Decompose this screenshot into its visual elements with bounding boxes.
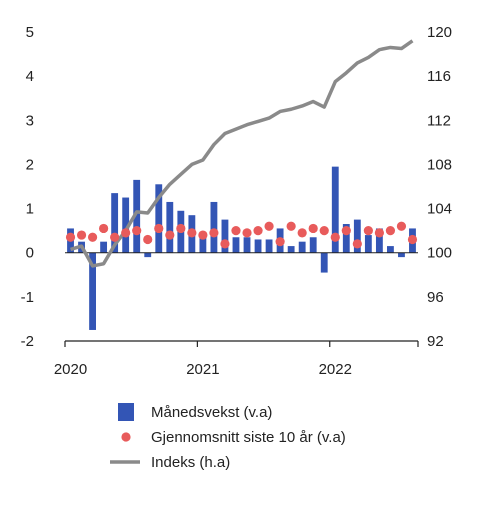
bar	[375, 228, 383, 253]
legend-label: Månedsvekst (v.a)	[151, 404, 272, 421]
x-ticks: 2020 2021 2022	[54, 341, 419, 378]
legend-swatch-bar	[118, 403, 134, 421]
right-tick-label: 120	[427, 24, 452, 41]
dot	[143, 234, 153, 245]
dot	[297, 228, 307, 238]
bar	[254, 239, 262, 253]
bar	[353, 219, 361, 253]
dot	[385, 226, 396, 236]
left-tick-label: 5	[26, 24, 34, 41]
bar	[199, 237, 207, 253]
bar	[331, 166, 339, 253]
dot	[286, 221, 296, 231]
legend: Månedsvekst (v.a) Gjennomsnitt siste 10 å…	[110, 403, 346, 471]
dot	[352, 239, 362, 249]
right-tick-label: 108	[427, 156, 452, 173]
right-axis-ticks: 92 96 100 104 108 112 116 120	[427, 24, 452, 350]
dot	[253, 226, 263, 236]
bar	[221, 219, 229, 253]
dot	[396, 221, 407, 231]
bar	[265, 239, 273, 253]
dot	[165, 230, 175, 240]
bar	[144, 252, 152, 258]
left-tick-label: 2	[26, 156, 34, 173]
left-tick-label: -1	[21, 289, 34, 306]
bar	[155, 184, 163, 253]
dot	[407, 234, 418, 245]
bar	[342, 224, 350, 253]
right-tick-label: 112	[427, 112, 451, 129]
dot	[154, 223, 164, 234]
bar	[309, 237, 317, 253]
bar	[111, 193, 119, 253]
bar	[122, 197, 130, 253]
dot	[341, 226, 351, 236]
dot	[110, 232, 120, 242]
dot	[231, 226, 241, 236]
right-tick-label: 96	[427, 289, 444, 306]
dot	[363, 226, 373, 236]
right-tick-label: 104	[427, 201, 452, 218]
bar	[298, 241, 306, 253]
bar	[398, 252, 405, 258]
left-tick-label: -2	[21, 333, 34, 350]
bar	[320, 252, 328, 273]
dot	[264, 221, 274, 231]
dot	[187, 228, 197, 238]
right-tick-label: 100	[427, 245, 452, 262]
left-tick-label: 4	[26, 68, 34, 85]
x-tick-label: 2022	[319, 361, 352, 378]
legend-label: Gjennomsnitt siste 10 år (v.a)	[151, 429, 346, 446]
dot	[319, 226, 329, 236]
legend-label: Indeks (h.a)	[151, 454, 230, 471]
bar	[89, 252, 96, 330]
dot	[242, 228, 252, 238]
dot	[121, 228, 131, 238]
bar	[364, 235, 372, 253]
left-tick-label: 0	[26, 245, 34, 262]
dot	[99, 223, 109, 234]
bar	[287, 246, 295, 253]
dot	[87, 232, 98, 242]
bar	[232, 237, 240, 253]
dot	[176, 223, 186, 234]
dot	[209, 228, 219, 238]
bar	[166, 201, 174, 253]
index-line	[70, 39, 414, 268]
bar	[133, 179, 141, 253]
bar	[387, 246, 394, 253]
bar	[243, 237, 251, 253]
bar-series	[67, 166, 416, 330]
dot-series	[65, 221, 418, 249]
dot	[374, 228, 384, 238]
right-tick-label: 116	[427, 68, 451, 85]
bar	[210, 201, 218, 253]
dot	[198, 230, 208, 240]
dot	[65, 232, 76, 242]
legend-swatch-dot	[121, 432, 131, 442]
x-tick-label: 2020	[54, 361, 87, 378]
dot	[132, 226, 142, 236]
right-tick-label: 92	[427, 333, 444, 350]
x-tick-label: 2021	[186, 361, 219, 378]
dot	[275, 237, 285, 247]
dot	[308, 223, 318, 234]
dot	[220, 239, 230, 249]
dot	[330, 232, 340, 242]
bar	[100, 241, 108, 253]
left-tick-label: 1	[26, 201, 34, 218]
dot	[76, 230, 87, 240]
left-tick-label: 3	[26, 112, 34, 129]
left-axis-ticks: -2 -1 0 1 2 3 4 5	[21, 24, 34, 350]
